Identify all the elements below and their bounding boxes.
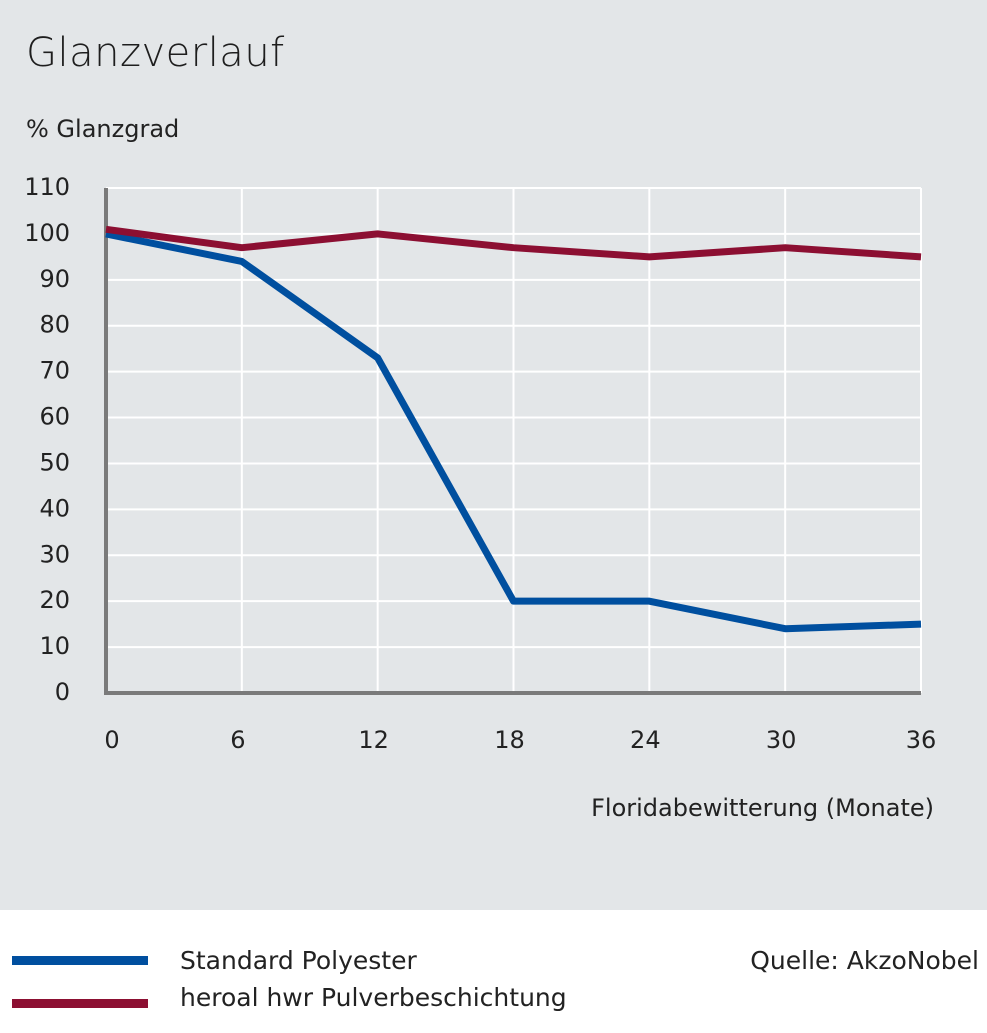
line-chart: 0 10 20 30 40 50 60 70 80 90 100 110 0 6 12 18 24 30 36 F… xyxy=(24,173,936,822)
y-tick-label-70: 70 xyxy=(39,357,70,385)
x-tick-label-12: 12 xyxy=(358,726,389,754)
source-note: Quelle: AkzoNobel xyxy=(750,946,979,975)
axes xyxy=(104,188,921,695)
y-tick-label-0: 0 xyxy=(55,678,70,706)
x-tick-label-6: 6 xyxy=(230,726,245,754)
legend-swatch-heroal xyxy=(12,999,148,1008)
y-axis-label: % Glanzgrad xyxy=(26,115,180,143)
y-tick-label-20: 20 xyxy=(39,586,70,614)
y-tick-label-60: 60 xyxy=(39,403,70,431)
y-tick-labels: 0 10 20 30 40 50 60 70 80 90 100 110 xyxy=(24,173,70,706)
legend-label-heroal: heroal hwr Pulverbeschichtung xyxy=(180,983,567,1012)
x-tick-label-18: 18 xyxy=(494,726,525,754)
legend-label-standard-polyester: Standard Polyester xyxy=(180,946,417,975)
y-tick-label-30: 30 xyxy=(39,540,70,568)
x-tick-label-24: 24 xyxy=(630,726,661,754)
x-tick-label-0: 0 xyxy=(104,726,119,754)
legend-swatch-standard-polyester xyxy=(12,956,148,965)
y-tick-label-110: 110 xyxy=(24,173,70,201)
y-tick-label-10: 10 xyxy=(39,632,70,660)
grid-lines xyxy=(106,187,922,693)
x-tick-label-36: 36 xyxy=(906,726,937,754)
chart-title: Glanzverlauf xyxy=(26,30,285,76)
y-tick-label-40: 40 xyxy=(39,494,70,522)
y-tick-label-100: 100 xyxy=(24,219,70,247)
series-lines xyxy=(105,225,922,633)
legend-footer: Standard Polyester heroal hwr Pulverbesc… xyxy=(0,910,987,1033)
chart-panel: Glanzverlauf % Glanzgrad xyxy=(0,0,987,910)
x-tick-label-30: 30 xyxy=(766,726,797,754)
y-tick-label-50: 50 xyxy=(39,448,70,476)
x-tick-labels: 0 6 12 18 24 30 36 xyxy=(104,726,936,754)
y-tick-label-90: 90 xyxy=(39,265,70,293)
y-tick-label-80: 80 xyxy=(39,311,70,339)
x-axis-label: Floridabewitterung (Monate) xyxy=(591,794,934,822)
